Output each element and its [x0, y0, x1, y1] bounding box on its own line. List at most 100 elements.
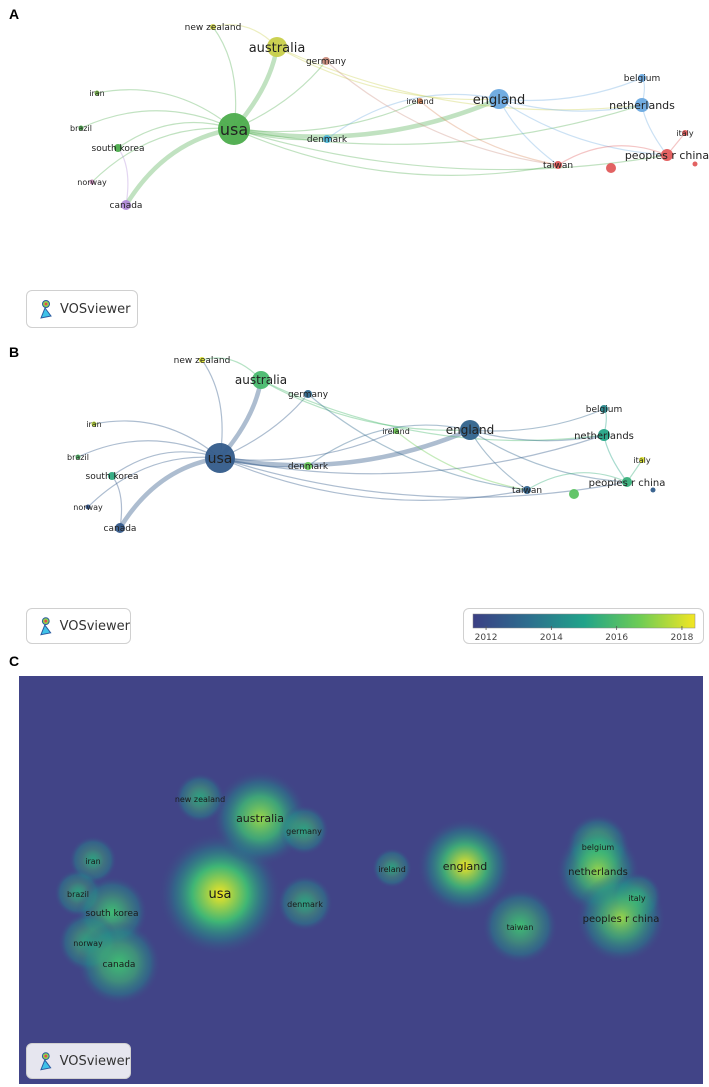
node-norway[interactable]: [89, 179, 95, 185]
vosviewer-logo-icon: [40, 300, 52, 319]
link-peoples_r_china-taiwan: [526, 472, 628, 491]
node-peoples-r-china[interactable]: [622, 477, 632, 487]
density-label-italy: italy: [628, 894, 645, 903]
node-unlabeled-small[interactable]: [650, 487, 656, 493]
node-label-denmark: denmark: [288, 462, 329, 472]
node-south-korea[interactable]: [114, 144, 122, 152]
node-iran[interactable]: [94, 90, 100, 96]
node-unlabeled-small[interactable]: [692, 161, 698, 167]
density-blob-new-zealand: [175, 773, 225, 823]
node-new-zealand[interactable]: [199, 357, 205, 363]
panel-letter-a: A: [9, 6, 20, 22]
link-usa-norway: [87, 456, 221, 508]
link-netherlands-peoples_r_china: [641, 104, 668, 156]
node-label-usa: usa: [208, 451, 233, 467]
density-label-ireland: ireland: [378, 865, 406, 874]
node-peoples-r-china[interactable]: [661, 149, 673, 161]
vosviewer-label: VOSviewer: [60, 301, 131, 317]
node-ireland[interactable]: [393, 428, 399, 434]
node-label-germany: germany: [288, 390, 329, 400]
density-label-germany: germany: [286, 827, 322, 836]
node-australia[interactable]: [252, 371, 270, 389]
link-england-peoples_r_china: [498, 98, 668, 156]
link-usa-brazil: [80, 110, 235, 130]
link-usa-ireland: [233, 100, 421, 133]
density-label-canada: canada: [103, 960, 136, 970]
density-blob-peoples-r-china: [576, 873, 666, 963]
link-usa-brazil: [77, 440, 221, 459]
node-taiwan[interactable]: [554, 161, 562, 169]
node-label-ireland: ireland: [382, 427, 410, 436]
colorbar-tick-label-2012: 2012: [475, 633, 498, 643]
node-label-south-korea: south korea: [92, 144, 145, 154]
node-label-ireland: ireland: [406, 97, 434, 106]
node-label-usa: usa: [220, 120, 248, 139]
density-label-new-zealand: new zealand: [175, 795, 225, 804]
node-italy[interactable]: [682, 130, 688, 136]
density-label-australia: australia: [236, 812, 284, 825]
node-unlabeled-red[interactable]: [606, 163, 616, 173]
density-blobs: [54, 770, 666, 1005]
node-ireland[interactable]: [417, 98, 423, 104]
node-canada[interactable]: [115, 523, 125, 533]
node-norway[interactable]: [85, 504, 91, 510]
node-label-peoples-r-china: peoples r china: [625, 149, 709, 162]
link-usa-norway: [91, 127, 235, 183]
network-map-b[interactable]: usa australia new zealand germany england ire…: [0, 338, 709, 678]
node-italy[interactable]: [639, 457, 645, 463]
node-usa[interactable]: [218, 113, 250, 145]
node-taiwan[interactable]: [523, 486, 531, 494]
node-germany[interactable]: [322, 57, 330, 65]
node-brazil[interactable]: [75, 454, 81, 460]
colorbar-tick-label-2016: 2016: [605, 633, 628, 643]
density-label-usa: usa: [209, 887, 232, 902]
node-netherlands[interactable]: [635, 98, 649, 112]
node-label-taiwan: taiwan: [512, 486, 542, 496]
link-ireland-taiwan: [419, 100, 559, 166]
node-england[interactable]: [489, 89, 509, 109]
colorbar-tick-label-2018: 2018: [670, 633, 693, 643]
link-england-netherlands: [469, 429, 605, 442]
link-usa-netherlands: [219, 434, 605, 475]
node-south-korea[interactable]: [108, 472, 116, 480]
link-usa-england: [233, 96, 500, 139]
density-label-norway: norway: [73, 939, 103, 948]
link-usa-germany: [233, 60, 327, 130]
node-unlabeled-red[interactable]: [569, 489, 579, 499]
node-germany[interactable]: [304, 390, 312, 398]
node-australia[interactable]: [267, 37, 287, 57]
node-label-australia: australia: [235, 373, 287, 387]
density-label-netherlands: netherlands: [568, 867, 628, 878]
node-canada[interactable]: [121, 200, 131, 210]
node-label-denmark: denmark: [307, 135, 348, 145]
node-new-zealand[interactable]: [210, 24, 216, 30]
node-label-brazil: brazil: [70, 124, 92, 133]
network-map-a[interactable]: usa australia new zealand germany england ire…: [0, 0, 709, 340]
link-usa-canada: [124, 126, 235, 207]
node-denmark[interactable]: [304, 462, 312, 470]
node-usa[interactable]: [205, 443, 235, 473]
link-usa-netherlands: [233, 104, 643, 145]
node-belgium[interactable]: [638, 74, 646, 82]
density-map[interactable]: usa australia new zealand germany england ire…: [19, 676, 703, 1084]
node-label-netherlands: netherlands: [574, 431, 634, 442]
link-canada-south_korea: [111, 475, 123, 529]
node-brazil[interactable]: [78, 125, 84, 131]
node-label-italy: italy: [676, 129, 693, 138]
density-label-taiwan: taiwan: [507, 923, 534, 932]
node-netherlands[interactable]: [598, 429, 610, 441]
colorbar-tick-label-2014: 2014: [540, 633, 563, 643]
link-usa-iran: [96, 89, 235, 130]
density-label-brazil: brazil: [67, 890, 89, 899]
node-iran[interactable]: [91, 421, 97, 427]
node-denmark[interactable]: [323, 135, 331, 143]
year-colorbar: 2012 2014 2016 2018: [463, 608, 704, 644]
link-usa-ireland: [219, 430, 397, 461]
density-label-belgium: belgium: [582, 843, 615, 852]
node-label-south-korea: south korea: [86, 472, 139, 482]
links: [77, 357, 643, 530]
node-england[interactable]: [460, 420, 480, 440]
link-australia-netherlands: [276, 46, 643, 111]
node-label-brazil: brazil: [67, 453, 89, 462]
node-belgium[interactable]: [600, 405, 608, 413]
